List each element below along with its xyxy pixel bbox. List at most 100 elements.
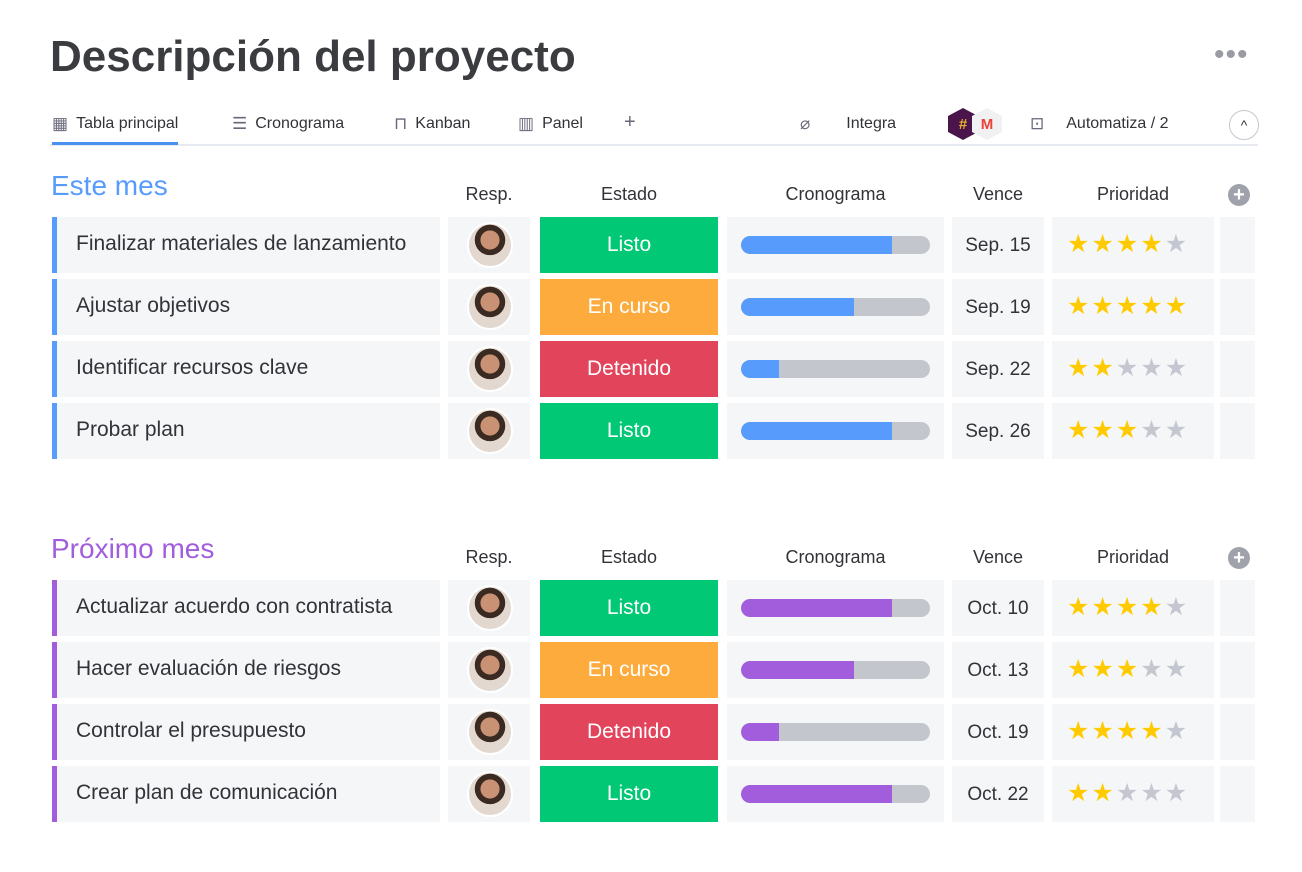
person-cell[interactable]: [448, 217, 530, 273]
star-icon[interactable]: ★: [1140, 230, 1165, 258]
star-icon[interactable]: ★: [1140, 717, 1165, 745]
add-view-button[interactable]: +: [624, 111, 636, 133]
status-badge[interactable]: En curso: [540, 642, 718, 698]
collapse-button[interactable]: ^: [1229, 110, 1259, 140]
priority-rating[interactable]: ★★★★★: [1052, 279, 1214, 335]
priority-rating[interactable]: ★★★★★: [1052, 642, 1214, 698]
star-icon[interactable]: ★: [1164, 655, 1190, 683]
person-cell[interactable]: [448, 580, 530, 636]
integrate-button[interactable]: ⌀ Integra: [800, 114, 896, 134]
status-badge[interactable]: Detenido: [540, 341, 718, 397]
item-name[interactable]: Crear plan de comunicación: [52, 766, 440, 822]
star-icon[interactable]: ★: [1091, 779, 1116, 807]
priority-rating[interactable]: ★★★★★: [1052, 217, 1214, 273]
person-cell[interactable]: [448, 403, 530, 459]
due-date[interactable]: Sep. 19: [952, 279, 1044, 335]
status-badge[interactable]: Listo: [540, 766, 718, 822]
tab-cronograma[interactable]: ☰ Cronograma: [232, 114, 344, 134]
star-icon[interactable]: ★: [1140, 292, 1165, 320]
automate-button[interactable]: ⊡ Automatiza / 2: [1030, 114, 1169, 134]
status-badge[interactable]: Detenido: [540, 704, 718, 760]
tab-kanban[interactable]: ⊓ Kanban: [394, 114, 470, 134]
person-cell[interactable]: [448, 642, 530, 698]
due-date[interactable]: Sep. 26: [952, 403, 1044, 459]
star-icon[interactable]: ★: [1164, 292, 1190, 320]
star-icon[interactable]: ★: [1091, 717, 1116, 745]
star-icon[interactable]: ★: [1067, 593, 1092, 621]
star-icon[interactable]: ★: [1091, 354, 1116, 382]
star-icon[interactable]: ★: [1164, 717, 1190, 745]
star-icon[interactable]: ★: [1115, 717, 1141, 745]
item-name[interactable]: Identificar recursos clave: [52, 341, 440, 397]
person-cell[interactable]: [448, 704, 530, 760]
item-name[interactable]: Hacer evaluación de riesgos: [52, 642, 440, 698]
more-options-icon[interactable]: •••: [1214, 38, 1249, 71]
group-title[interactable]: Próximo mes: [51, 533, 215, 564]
timeline-cell[interactable]: [727, 642, 944, 698]
star-icon[interactable]: ★: [1091, 655, 1116, 683]
timeline-cell[interactable]: [727, 217, 944, 273]
status-badge[interactable]: Listo: [540, 580, 718, 636]
priority-rating[interactable]: ★★★★★: [1052, 766, 1214, 822]
due-date[interactable]: Oct. 10: [952, 580, 1044, 636]
star-icon[interactable]: ★: [1140, 416, 1165, 444]
star-icon[interactable]: ★: [1115, 230, 1141, 258]
person-cell[interactable]: [448, 279, 530, 335]
due-date[interactable]: Sep. 22: [952, 341, 1044, 397]
person-cell[interactable]: [448, 341, 530, 397]
status-badge[interactable]: Listo: [540, 403, 718, 459]
star-icon[interactable]: ★: [1067, 717, 1092, 745]
add-column-button[interactable]: +: [1228, 547, 1250, 569]
star-icon[interactable]: ★: [1067, 230, 1092, 258]
item-name[interactable]: Actualizar acuerdo con contratista: [52, 580, 440, 636]
star-icon[interactable]: ★: [1091, 593, 1116, 621]
star-icon[interactable]: ★: [1140, 593, 1165, 621]
star-icon[interactable]: ★: [1067, 779, 1092, 807]
person-cell[interactable]: [448, 766, 530, 822]
due-date[interactable]: Oct. 19: [952, 704, 1044, 760]
priority-rating[interactable]: ★★★★★: [1052, 580, 1214, 636]
tab-panel[interactable]: ▥ Panel: [518, 114, 583, 134]
due-date[interactable]: Oct. 22: [952, 766, 1044, 822]
star-icon[interactable]: ★: [1067, 416, 1092, 444]
tab-tabla-principal[interactable]: ▦ Tabla principal: [52, 114, 179, 145]
item-name[interactable]: Controlar el presupuesto: [52, 704, 440, 760]
timeline-cell[interactable]: [727, 403, 944, 459]
star-icon[interactable]: ★: [1115, 292, 1141, 320]
star-icon[interactable]: ★: [1067, 354, 1092, 382]
star-icon[interactable]: ★: [1164, 593, 1190, 621]
item-name[interactable]: Ajustar objetivos: [52, 279, 440, 335]
group-title[interactable]: Este mes: [51, 170, 168, 201]
priority-rating[interactable]: ★★★★★: [1052, 403, 1214, 459]
star-icon[interactable]: ★: [1164, 416, 1190, 444]
star-icon[interactable]: ★: [1164, 354, 1190, 382]
star-icon[interactable]: ★: [1091, 230, 1116, 258]
star-icon[interactable]: ★: [1091, 292, 1116, 320]
star-icon[interactable]: ★: [1140, 354, 1165, 382]
item-name[interactable]: Probar plan: [52, 403, 440, 459]
priority-rating[interactable]: ★★★★★: [1052, 341, 1214, 397]
star-icon[interactable]: ★: [1067, 292, 1092, 320]
priority-rating[interactable]: ★★★★★: [1052, 704, 1214, 760]
timeline-cell[interactable]: [727, 766, 944, 822]
timeline-cell[interactable]: [727, 279, 944, 335]
star-icon[interactable]: ★: [1091, 416, 1116, 444]
due-date[interactable]: Oct. 13: [952, 642, 1044, 698]
star-icon[interactable]: ★: [1067, 655, 1092, 683]
timeline-cell[interactable]: [727, 341, 944, 397]
timeline-cell[interactable]: [727, 580, 944, 636]
star-icon[interactable]: ★: [1115, 354, 1141, 382]
star-icon[interactable]: ★: [1164, 230, 1190, 258]
status-badge[interactable]: En curso: [540, 279, 718, 335]
timeline-cell[interactable]: [727, 704, 944, 760]
star-icon[interactable]: ★: [1164, 779, 1190, 807]
add-column-button[interactable]: +: [1228, 184, 1250, 206]
status-badge[interactable]: Listo: [540, 217, 718, 273]
star-icon[interactable]: ★: [1115, 655, 1141, 683]
star-icon[interactable]: ★: [1115, 416, 1141, 444]
item-name[interactable]: Finalizar materiales de lanzamiento: [52, 217, 440, 273]
star-icon[interactable]: ★: [1140, 655, 1165, 683]
star-icon[interactable]: ★: [1115, 593, 1141, 621]
due-date[interactable]: Sep. 15: [952, 217, 1044, 273]
star-icon[interactable]: ★: [1115, 779, 1141, 807]
